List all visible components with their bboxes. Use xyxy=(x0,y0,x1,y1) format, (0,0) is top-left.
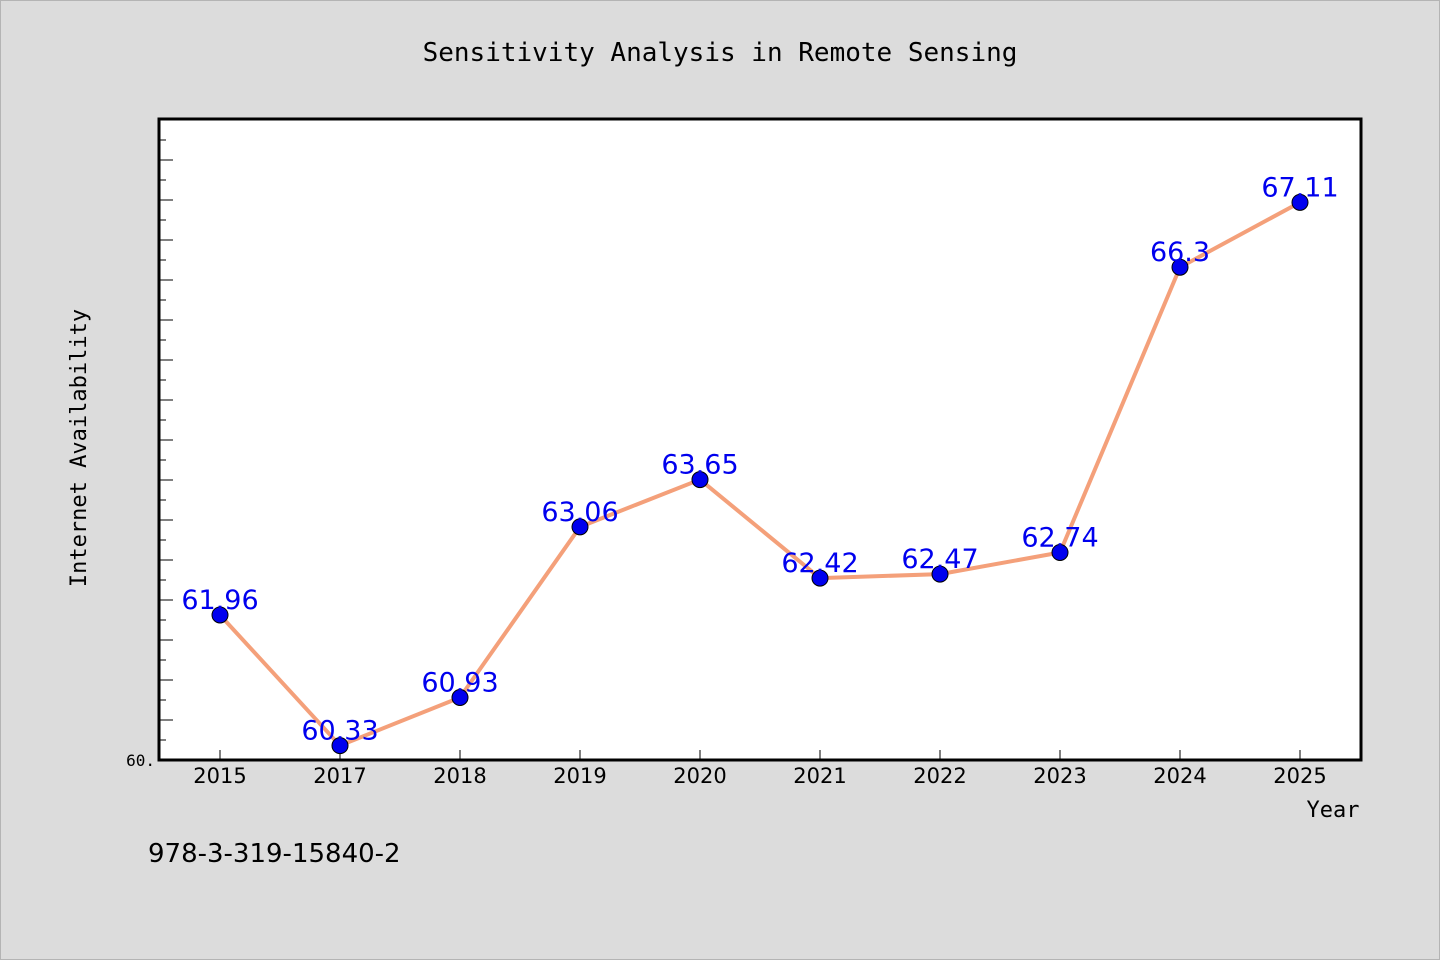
data-point-label: 63.06 xyxy=(541,497,618,528)
x-tick-label: 2020 xyxy=(673,764,726,788)
footnote: 978-3-319-15840-2 xyxy=(148,839,401,869)
data-labels: 61.96 60.33 60.93 63.06 63.65 62.42 62.47 62.74… xyxy=(181,172,1338,746)
x-tick-label: 2025 xyxy=(1273,764,1326,788)
x-tick-label: 2018 xyxy=(433,764,486,788)
plot-area xyxy=(159,119,1361,760)
data-point-label: 62.42 xyxy=(781,548,858,579)
y-axis-label: Internet Availability xyxy=(67,309,92,587)
data-point-marker xyxy=(451,689,469,707)
data-point-marker xyxy=(811,569,829,587)
x-tick-label: 2023 xyxy=(1033,764,1086,788)
data-point-marker xyxy=(1171,258,1189,276)
data-markers xyxy=(211,193,1309,755)
x-tick-label: 2024 xyxy=(1153,764,1206,788)
data-point-label: 62.74 xyxy=(1021,522,1098,553)
data-point-label: 63.65 xyxy=(661,450,738,481)
plot-frame xyxy=(157,117,1363,762)
data-point-label: 61.96 xyxy=(181,585,258,616)
data-point-marker xyxy=(571,518,589,536)
x-tick-label: 2017 xyxy=(313,764,366,788)
chart-title: Sensitivity Analysis in Remote Sensing xyxy=(423,38,1018,68)
data-point-label: 60.33 xyxy=(301,716,378,747)
data-point-marker xyxy=(931,565,949,583)
series-line xyxy=(218,200,1301,748)
data-point-label: 60.93 xyxy=(421,668,498,699)
data-point-label: 67.11 xyxy=(1261,172,1338,203)
data-point-label: 66.3 xyxy=(1150,237,1210,268)
data-point-label: 62.47 xyxy=(901,544,978,575)
x-tick-label: 2021 xyxy=(793,764,846,788)
data-point-marker xyxy=(211,606,229,624)
x-tick-label: 2022 xyxy=(913,764,966,788)
x-axis-label: Year xyxy=(1307,798,1360,823)
x-axis-ticks: 2015 2017 2018 2019 2020 2021 2022 2023 2024 2025 xyxy=(193,750,1327,788)
data-point-marker xyxy=(1291,193,1309,211)
x-tick-label: 2015 xyxy=(193,764,246,788)
x-tick-label: 2019 xyxy=(553,764,606,788)
data-point-marker xyxy=(691,471,709,489)
data-point-marker xyxy=(1051,543,1069,561)
y-tick-label: 60. xyxy=(126,751,155,770)
data-point-marker xyxy=(331,737,349,755)
